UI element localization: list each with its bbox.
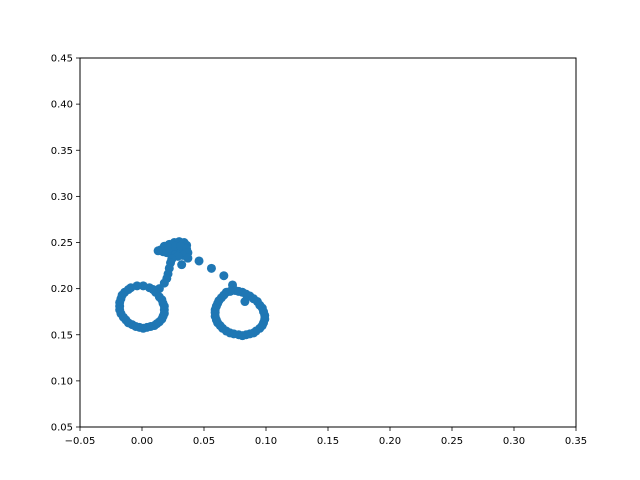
data-point [259,307,269,317]
y-axis: 0.05 0.10 0.15 0.20 0.25 0.30 0.35 0.40 0.45 [51,54,80,434]
y-tick-label: 0.05 [51,423,73,434]
y-tick-label: 0.25 [51,238,73,249]
data-points [115,237,270,341]
data-point [183,253,193,263]
data-point [148,285,158,295]
data-point [221,326,231,336]
data-point [219,271,229,281]
data-point [194,256,204,266]
data-point [115,305,125,315]
y-tick-label: 0.20 [51,284,73,295]
data-point [157,295,167,305]
data-point [131,321,141,331]
data-point [159,309,169,319]
data-point [257,321,267,331]
x-tick-label: 0.15 [317,436,339,447]
x-tick-label: −0.05 [65,436,96,447]
data-point [153,246,163,256]
data-point [245,329,255,339]
data-point [177,260,187,270]
data-point [219,290,229,300]
y-tick-label: 0.10 [51,376,73,387]
y-tick-label: 0.40 [51,100,73,111]
x-tick-label: 0.20 [379,436,401,447]
x-tick-label: 0.35 [565,436,587,447]
data-point [138,281,148,291]
x-tick-label: 0.25 [441,436,463,447]
data-point [123,318,133,328]
data-point [234,286,244,296]
data-point [115,297,125,307]
x-tick-label: 0.00 [131,436,153,447]
data-point [123,285,133,295]
y-tick-label: 0.45 [51,54,73,65]
data-point [237,331,247,341]
y-tick-label: 0.30 [51,192,73,203]
data-point [241,289,251,299]
data-point [138,323,148,333]
x-axis: −0.05 0.00 0.05 0.10 0.15 0.20 0.25 0.30 0.35 [65,427,587,447]
y-tick-label: 0.15 [51,330,73,341]
data-point [229,329,239,339]
data-point [249,294,259,304]
y-tick-label: 0.35 [51,146,73,157]
x-tick-label: 0.10 [255,436,277,447]
data-point [117,290,127,300]
data-point [211,315,221,325]
data-point [206,263,216,273]
x-tick-label: 0.30 [503,436,525,447]
x-tick-label: 0.05 [193,436,215,447]
